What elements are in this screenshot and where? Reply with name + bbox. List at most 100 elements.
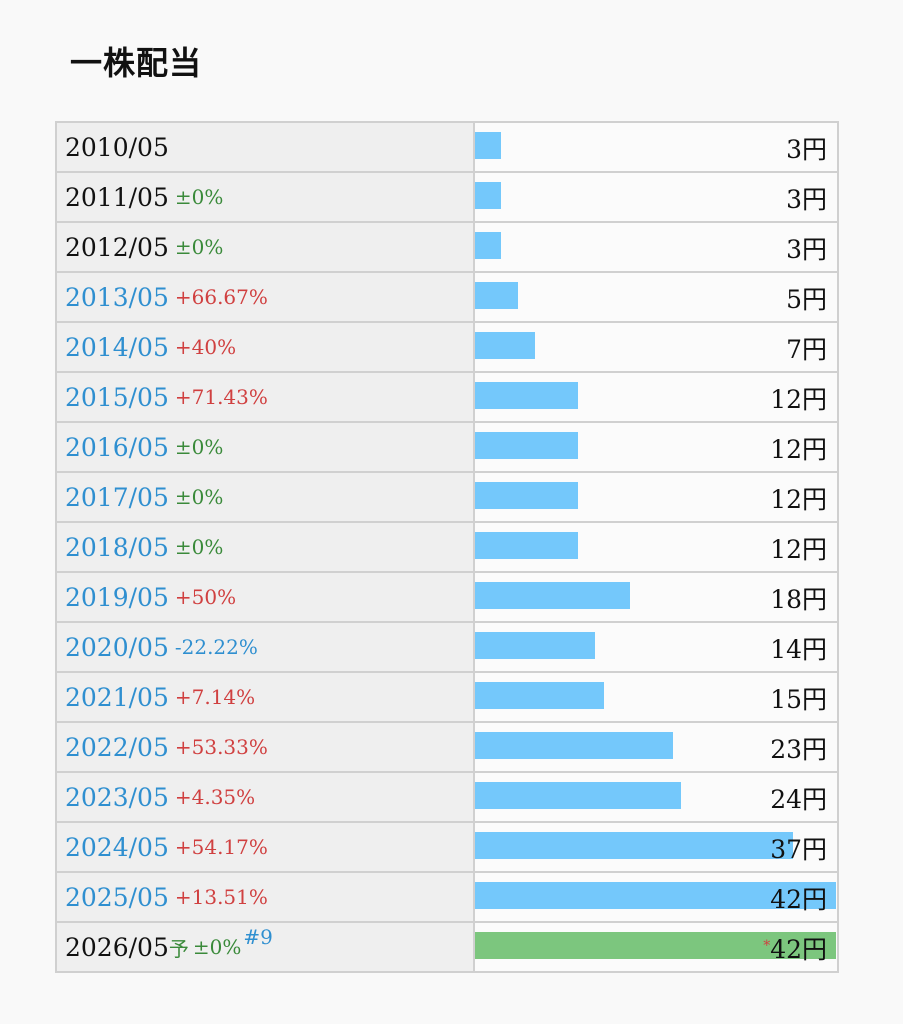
- period-label[interactable]: 2020/05: [65, 632, 169, 662]
- table-row: 2018/05 ±0% 12円: [57, 523, 837, 571]
- forecast-bar: [475, 932, 836, 959]
- bar-cell: *42円: [475, 923, 837, 971]
- dividend-bar: [475, 182, 501, 209]
- dividend-bar: [475, 232, 501, 259]
- value-label: 12円: [770, 535, 827, 564]
- period-label[interactable]: 2021/05: [65, 682, 169, 712]
- period-label[interactable]: 2019/05: [65, 582, 169, 612]
- change-rate: ±0%: [174, 535, 224, 559]
- bar-cell: 12円: [475, 473, 837, 521]
- bar-cell: 18円: [475, 573, 837, 621]
- table-row: 2023/05 +4.35% 24円: [57, 773, 837, 821]
- period-cell: 2012/05 ±0%: [57, 223, 473, 271]
- period-cell: 2016/05 ±0%: [57, 423, 473, 471]
- dividend-bar: [475, 482, 578, 509]
- change-rate: ±0%: [174, 485, 224, 509]
- period-label: 2026/05: [65, 932, 169, 962]
- table-row: 2010/05 3円: [57, 123, 837, 171]
- period-label[interactable]: 2016/05: [65, 432, 169, 462]
- value-label: 7円: [786, 335, 827, 364]
- period-cell: 2020/05 -22.22%: [57, 623, 473, 671]
- dividend-bar: [475, 132, 501, 159]
- forecast-star: *: [763, 938, 771, 954]
- period-cell: 2025/05 +13.51%: [57, 873, 473, 921]
- table-row: 2011/05 ±0% 3円: [57, 173, 837, 221]
- change-rate: ±0%: [174, 235, 224, 259]
- period-label: 2011/05: [65, 182, 169, 212]
- change-rate: +13.51%: [174, 885, 268, 909]
- period-label[interactable]: 2024/05: [65, 832, 169, 862]
- value-label: 42円: [770, 935, 827, 964]
- dividend-value: 12円: [770, 523, 827, 571]
- value-label: 14円: [770, 635, 827, 664]
- bar-cell: 12円: [475, 423, 837, 471]
- change-rate: +71.43%: [174, 385, 268, 409]
- table-row: 2024/05 +54.17% 37円: [57, 823, 837, 871]
- value-label: 24円: [770, 785, 827, 814]
- bar-cell: 3円: [475, 123, 837, 171]
- bar-cell: 7円: [475, 323, 837, 371]
- period-label[interactable]: 2022/05: [65, 732, 169, 762]
- note-link[interactable]: #9: [243, 925, 273, 949]
- period-label[interactable]: 2014/05: [65, 332, 169, 362]
- table-row: 2026/05 予 ±0% #9 *42円: [57, 923, 837, 971]
- period-label[interactable]: 2023/05: [65, 782, 169, 812]
- bar-cell: 3円: [475, 223, 837, 271]
- change-rate: +7.14%: [174, 685, 256, 709]
- forecast-mark: 予: [168, 936, 189, 961]
- period-label[interactable]: 2017/05: [65, 482, 169, 512]
- change-rate: +50%: [174, 585, 237, 609]
- dividend-value: 3円: [786, 123, 827, 171]
- table-row: 2014/05 +40% 7円: [57, 323, 837, 371]
- value-label: 3円: [786, 235, 827, 264]
- period-label: 2010/05: [65, 132, 169, 162]
- period-label[interactable]: 2015/05: [65, 382, 169, 412]
- period-cell: 2017/05 ±0%: [57, 473, 473, 521]
- bar-cell: 23円: [475, 723, 837, 771]
- dividend-value: 42円: [770, 873, 827, 921]
- value-label: 12円: [770, 485, 827, 514]
- table-row: 2021/05 +7.14% 15円: [57, 673, 837, 721]
- dividend-value: 3円: [786, 223, 827, 271]
- bar-cell: 12円: [475, 373, 837, 421]
- change-rate: +53.33%: [174, 735, 268, 759]
- period-label[interactable]: 2013/05: [65, 282, 169, 312]
- bar-cell: 14円: [475, 623, 837, 671]
- table-row: 2019/05 +50% 18円: [57, 573, 837, 621]
- value-label: 12円: [770, 435, 827, 464]
- value-label: 42円: [770, 885, 827, 914]
- period-cell: 2024/05 +54.17%: [57, 823, 473, 871]
- table-row: 2020/05 -22.22% 14円: [57, 623, 837, 671]
- dividend-value: *42円: [763, 923, 827, 971]
- dividend-bar: [475, 632, 595, 659]
- bar-cell: 5円: [475, 273, 837, 321]
- period-cell: 2022/05 +53.33%: [57, 723, 473, 771]
- dividend-value: 3円: [786, 173, 827, 221]
- change-rate: ±0%: [174, 435, 224, 459]
- period-cell: 2019/05 +50%: [57, 573, 473, 621]
- period-cell: 2021/05 +7.14%: [57, 673, 473, 721]
- dividend-bar: [475, 832, 793, 859]
- period-label[interactable]: 2018/05: [65, 532, 169, 562]
- dividend-value: 24円: [770, 773, 827, 821]
- dividend-bar: [475, 332, 535, 359]
- dividend-bar: [475, 532, 578, 559]
- period-cell: 2018/05 ±0%: [57, 523, 473, 571]
- dividend-bar: [475, 282, 518, 309]
- dividend-value: 37円: [770, 823, 827, 871]
- dividend-bar: [475, 382, 578, 409]
- period-label[interactable]: 2025/05: [65, 882, 169, 912]
- bar-cell: 24円: [475, 773, 837, 821]
- table-row: 2016/05 ±0% 12円: [57, 423, 837, 471]
- change-rate: -22.22%: [174, 635, 258, 659]
- period-cell: 2011/05 ±0%: [57, 173, 473, 221]
- table-row: 2015/05 +71.43% 12円: [57, 373, 837, 421]
- table-row: 2025/05 +13.51% 42円: [57, 873, 837, 921]
- dividend-bar: [475, 582, 630, 609]
- change-rate: +66.67%: [174, 285, 268, 309]
- dividend-value: 5円: [786, 273, 827, 321]
- change-rate: +4.35%: [174, 785, 256, 809]
- dividend-value: 7円: [786, 323, 827, 371]
- value-label: 37円: [770, 835, 827, 864]
